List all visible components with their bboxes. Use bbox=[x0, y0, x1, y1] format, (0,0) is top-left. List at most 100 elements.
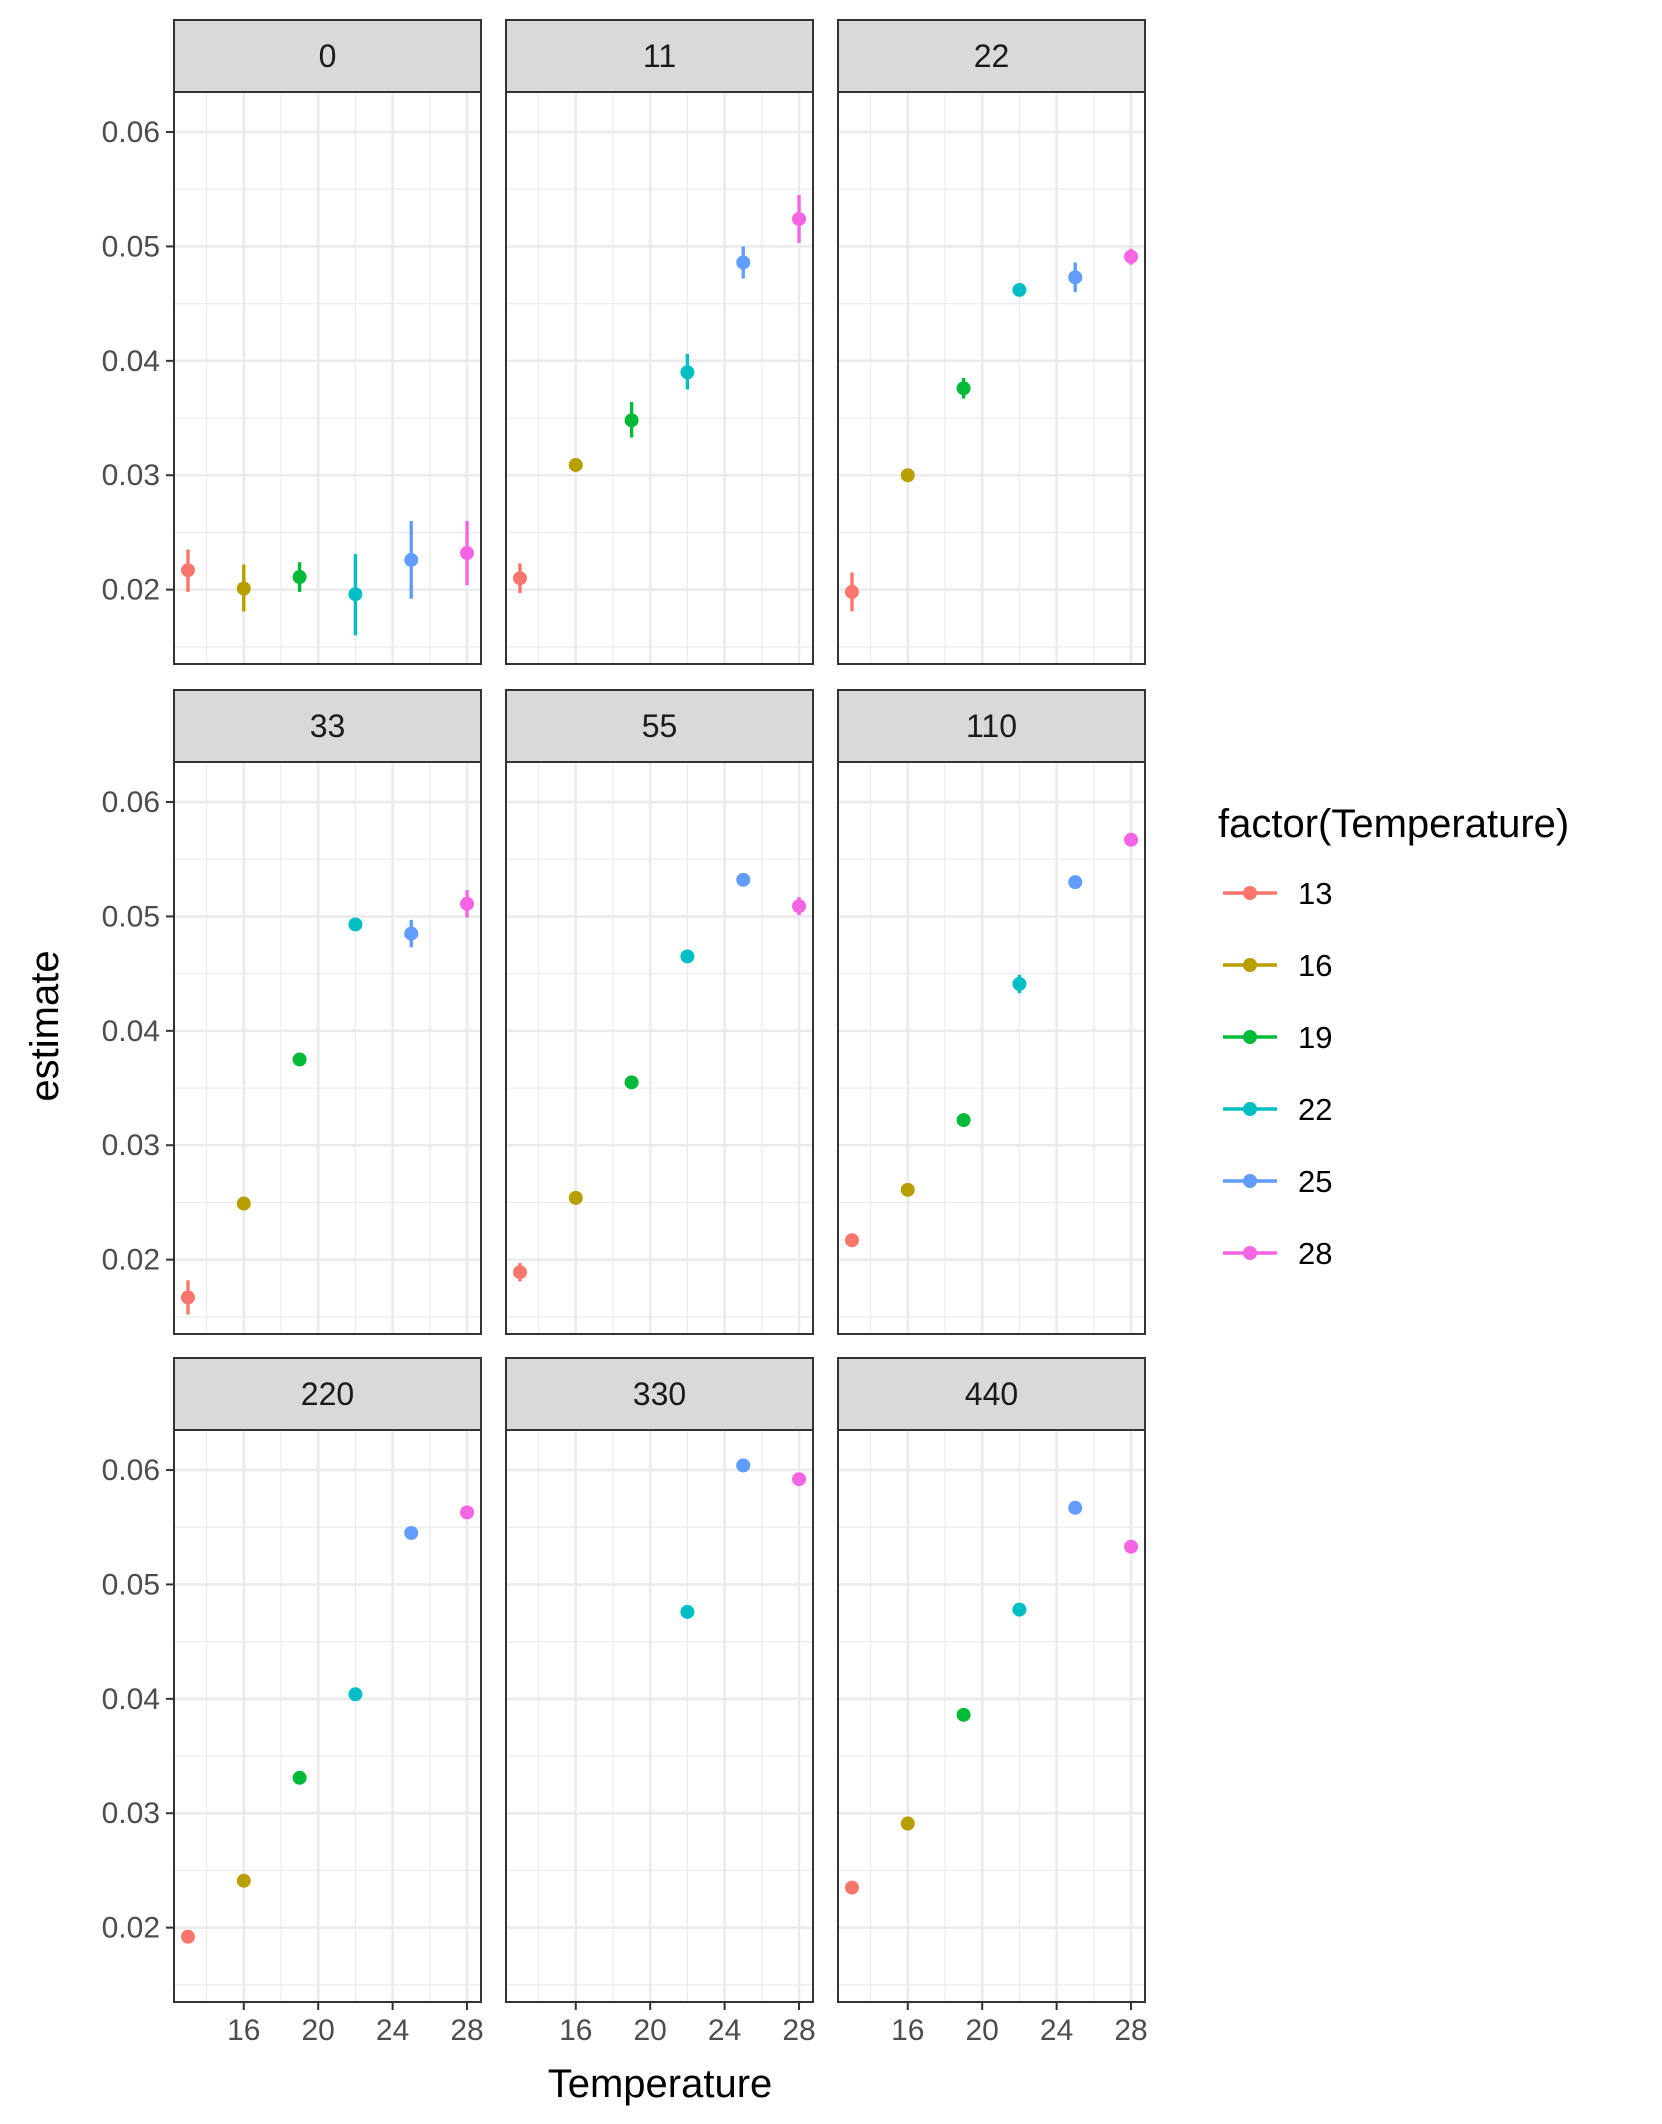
point-marker bbox=[292, 1770, 307, 1785]
legend-entry-22: 22 bbox=[1223, 1092, 1332, 1127]
data-point-13 bbox=[512, 563, 527, 594]
facet-panel-220: 220 bbox=[173, 1357, 482, 2003]
point-marker bbox=[348, 587, 363, 602]
gridlines bbox=[838, 1430, 1145, 2002]
data-point-25 bbox=[736, 246, 751, 279]
facet-strip bbox=[173, 19, 482, 93]
axes: 0.02 0.03 0.04 0.05 0.06 0.02 0.03 0.04 0.05 0.06… bbox=[102, 116, 1148, 2047]
legend-key-point bbox=[1243, 1102, 1257, 1116]
x-tick-label: 20 bbox=[302, 2014, 335, 2047]
data-point-19 bbox=[292, 1052, 307, 1067]
y-tick-label: 0.04 bbox=[102, 345, 160, 378]
point-marker bbox=[460, 546, 475, 561]
data-point-25 bbox=[1068, 262, 1083, 293]
legend-entry-28: 28 bbox=[1223, 1236, 1332, 1271]
data-point-16 bbox=[568, 1190, 583, 1205]
data-point-25 bbox=[1068, 1500, 1083, 1515]
legend-label: 28 bbox=[1298, 1236, 1332, 1271]
point-marker bbox=[460, 1505, 475, 1520]
data-point-22 bbox=[1012, 974, 1027, 994]
legend-title: factor(Temperature) bbox=[1218, 802, 1569, 846]
x-tick-label: 16 bbox=[227, 2014, 260, 2047]
facet-strip-label: 22 bbox=[974, 38, 1010, 74]
data-point-13 bbox=[180, 549, 195, 592]
facet-strip-label: 220 bbox=[301, 1376, 354, 1412]
legend-key-point bbox=[1243, 1030, 1257, 1044]
data-point-19 bbox=[956, 378, 971, 399]
data-point-25 bbox=[404, 919, 419, 948]
data-point-13 bbox=[180, 1929, 195, 1944]
point-marker bbox=[792, 1472, 807, 1487]
point-marker bbox=[348, 1687, 363, 1702]
y-axis-title: estimate bbox=[23, 950, 67, 1101]
legend-label: 25 bbox=[1298, 1164, 1332, 1199]
x-tick-label: 16 bbox=[891, 2014, 924, 2047]
panel-border bbox=[505, 761, 814, 1335]
legend-label: 16 bbox=[1298, 948, 1332, 983]
panel-background bbox=[506, 92, 813, 664]
panel-background bbox=[506, 762, 813, 1334]
x-tick-label: 24 bbox=[1040, 2014, 1073, 2047]
data-point-25 bbox=[736, 1458, 751, 1473]
facet-panel-55: 55 bbox=[505, 689, 814, 1335]
x-tick-label: 24 bbox=[708, 2014, 741, 2047]
data-point-28 bbox=[460, 521, 475, 586]
data-point-22 bbox=[680, 1604, 695, 1619]
panel-border bbox=[505, 91, 814, 665]
legend-key-point bbox=[1243, 886, 1257, 900]
data-point-25 bbox=[1068, 875, 1083, 890]
y-tick-label: 0.03 bbox=[102, 1797, 160, 1830]
facet-strip-label: 55 bbox=[642, 708, 678, 744]
data-point-19 bbox=[956, 1113, 971, 1128]
legend-entry-19: 19 bbox=[1223, 1020, 1332, 1055]
data-point-16 bbox=[568, 457, 583, 472]
data-point-25 bbox=[404, 521, 419, 599]
point-marker bbox=[180, 1929, 195, 1944]
point-marker bbox=[844, 1880, 859, 1895]
y-tick-label: 0.03 bbox=[102, 1129, 160, 1162]
y-tick-label: 0.05 bbox=[102, 900, 160, 933]
facet-panel-11: 11 bbox=[505, 19, 814, 665]
y-tick-label: 0.05 bbox=[102, 1568, 160, 1601]
point-marker bbox=[792, 211, 807, 226]
facet-panel-22: 22 bbox=[837, 19, 1146, 665]
point-marker bbox=[1124, 1539, 1139, 1554]
data-point-22 bbox=[348, 554, 363, 636]
legend-label: 13 bbox=[1298, 876, 1332, 911]
facet-strip-label: 0 bbox=[319, 38, 337, 74]
x-tick-label: 28 bbox=[1114, 2014, 1147, 2047]
legend-entry-13: 13 bbox=[1223, 876, 1332, 911]
data-point-25 bbox=[736, 872, 751, 887]
data-point-28 bbox=[460, 890, 475, 918]
point-marker bbox=[956, 1113, 971, 1128]
data-point-16 bbox=[900, 1182, 915, 1197]
gridlines bbox=[174, 762, 481, 1334]
point-marker bbox=[844, 1233, 859, 1248]
x-tick-label: 20 bbox=[966, 2014, 999, 2047]
point-marker bbox=[292, 570, 307, 585]
facet-panel-440: 440 bbox=[837, 1357, 1146, 2003]
legend: factor(Temperature) 13 16 19 22 25 28 bbox=[1218, 802, 1569, 1271]
facet-strip bbox=[173, 1357, 482, 1431]
gridlines bbox=[174, 1430, 481, 2002]
facet-strip-label: 330 bbox=[633, 1376, 686, 1412]
point-marker bbox=[512, 1265, 527, 1280]
legend-label: 22 bbox=[1298, 1092, 1332, 1127]
point-marker bbox=[1124, 249, 1139, 264]
point-marker bbox=[680, 949, 695, 964]
point-marker bbox=[1124, 832, 1139, 847]
panel-background bbox=[838, 92, 1145, 664]
facet-strip bbox=[173, 689, 482, 763]
facet-strip bbox=[505, 689, 814, 763]
facet-strip-label: 440 bbox=[965, 1376, 1018, 1412]
point-marker bbox=[180, 1290, 195, 1305]
y-tick-label: 0.03 bbox=[102, 459, 160, 492]
data-point-19 bbox=[292, 1770, 307, 1785]
point-marker bbox=[844, 584, 859, 599]
data-point-19 bbox=[956, 1707, 971, 1722]
point-marker bbox=[900, 1182, 915, 1197]
data-point-13 bbox=[180, 1280, 195, 1315]
data-point-22 bbox=[680, 353, 695, 390]
data-point-22 bbox=[348, 1687, 363, 1702]
